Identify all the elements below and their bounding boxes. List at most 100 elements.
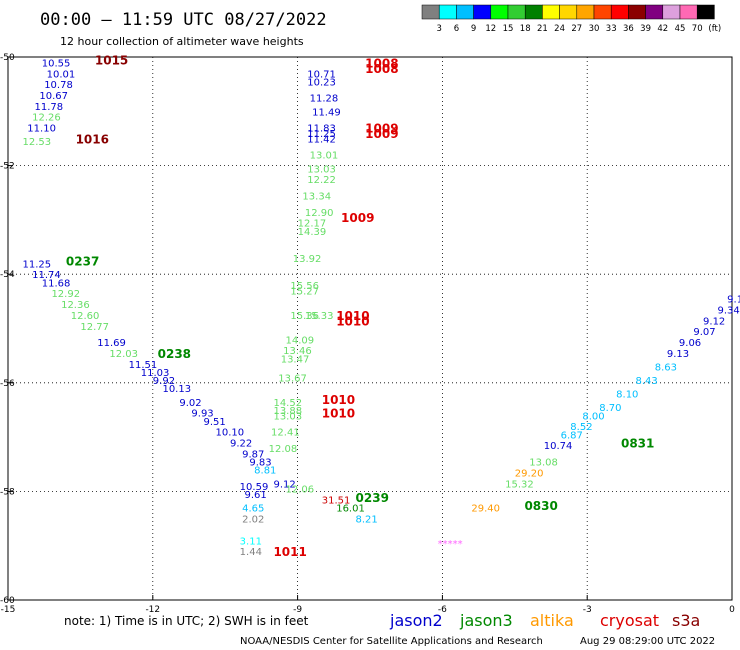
wave-height-label: 9.93 <box>191 409 213 420</box>
wave-height-label: 11.49 <box>312 107 341 118</box>
credit-source: NOAA/NESDIS Center for Satellite Applica… <box>240 636 543 647</box>
pass-time-label: 1010 <box>322 393 355 407</box>
wave-height-label: 12.26 <box>32 113 61 124</box>
color-scale-label: 45 <box>675 24 686 34</box>
wave-height-label: 9.13 <box>667 349 689 360</box>
wave-height-label: 12.06 <box>286 485 315 496</box>
y-tick-label: -60 <box>0 596 15 606</box>
wave-height-label: 8.52 <box>570 422 592 433</box>
color-scale-label: 70 <box>692 24 703 34</box>
pass-time-label: 1010 <box>322 407 355 421</box>
color-scale-label: 24 <box>554 24 565 34</box>
wave-height-label: 8.70 <box>599 403 621 414</box>
wave-height-label: 14.09 <box>286 335 315 346</box>
color-scale-swatch <box>696 4 715 20</box>
wave-height-label: 11.03 <box>141 368 170 379</box>
color-scale-label: 15 <box>503 24 514 34</box>
credit-timestamp: Aug 29 08:29:00 UTC 2022 <box>580 636 715 647</box>
color-scale-swatch <box>542 4 560 20</box>
wave-height-label: 10.10 <box>216 428 245 439</box>
wave-height-label: 12.53 <box>22 137 51 148</box>
color-scale-label: 6 <box>454 24 459 34</box>
color-scale-swatch <box>679 4 698 20</box>
color-scale-label: 33 <box>606 24 617 34</box>
wave-height-label: 9.61 <box>245 490 267 501</box>
pass-time-label: 0237 <box>66 255 99 269</box>
chart-subtitle: 12 hour collection of altimeter wave hei… <box>60 35 304 48</box>
wave-height-label: 13.92 <box>293 254 322 265</box>
plot-border <box>7 56 733 601</box>
color-scale-label: 18 <box>520 24 531 34</box>
wave-height-label: 11.25 <box>307 129 336 140</box>
y-tick-label: -54 <box>0 270 15 280</box>
color-scale-label: 36 <box>623 24 634 34</box>
wave-height-label: ***** <box>438 539 463 550</box>
wave-height-label: 9.11 <box>727 295 740 306</box>
wave-height-label: 16.01 <box>336 504 365 515</box>
pass-time-label: 1009 <box>341 211 374 225</box>
wave-height-label: 1.44 <box>240 547 262 558</box>
color-scale-swatch <box>421 4 440 20</box>
wave-height-label: 9.06 <box>679 338 701 349</box>
wave-height-label: 3.11 <box>240 536 262 547</box>
x-tick-label: -6 <box>438 605 447 615</box>
satellite-legend-entry: cryosat <box>600 611 659 630</box>
x-tick-label: -9 <box>293 605 302 615</box>
wave-height-label: 11.68 <box>42 278 71 289</box>
color-scale-label: 27 <box>571 24 582 34</box>
x-tick-label: -15 <box>1 605 16 615</box>
wave-height-label: 12.36 <box>61 300 90 311</box>
color-scale-swatch <box>593 4 612 20</box>
wave-height-label: 13.46 <box>283 346 312 357</box>
wave-height-label: 8.63 <box>655 363 677 374</box>
wave-height-label: 13.47 <box>281 354 310 365</box>
wave-height-label: 11.25 <box>22 259 51 270</box>
wave-height-label: 13.01 <box>310 151 339 162</box>
wave-height-label: 4.65 <box>242 504 264 515</box>
wave-height-label: 11.42 <box>307 134 336 145</box>
wave-height-label: 6.87 <box>561 430 583 441</box>
pass-time-label: 1010 <box>336 314 369 328</box>
x-tick-label: -12 <box>145 605 160 615</box>
wave-height-label: 9.12 <box>703 316 725 327</box>
wave-height-label: 10.55 <box>42 58 71 69</box>
wave-height-label: 11.78 <box>35 102 64 113</box>
wave-height-label: 15.36 <box>290 311 319 322</box>
color-scale-unit: (ft) <box>708 24 721 34</box>
color-scale-swatch <box>645 4 664 20</box>
wave-height-label: 29.40 <box>471 504 500 515</box>
wave-height-label: 11.51 <box>129 360 158 371</box>
y-tick-label: -56 <box>0 379 15 389</box>
color-scale-label: 21 <box>537 24 548 34</box>
wave-height-label: 11.28 <box>310 94 339 105</box>
pass-time-label: 0238 <box>158 347 191 361</box>
wave-height-label: 9.87 <box>242 449 264 460</box>
satellite-legend-entry: s3a <box>672 611 700 630</box>
wave-height-label: 15.27 <box>290 286 319 297</box>
pass-time-label: 1008 <box>365 62 398 76</box>
wave-height-label: 13.03 <box>307 164 336 175</box>
wave-height-label: 11.69 <box>97 338 126 349</box>
wave-height-label: 12.17 <box>298 219 327 230</box>
plot-area <box>7 56 733 601</box>
wave-height-label: 15.32 <box>505 479 534 490</box>
color-scale-label: 42 <box>657 24 668 34</box>
color-scale-swatch <box>559 4 578 20</box>
color-scale: 3 6 9 12 15 18 21 24 27 30 33 36 39 42 45 70 (ft) <box>421 4 721 34</box>
pass-time-label: 1009 <box>365 127 398 141</box>
wave-height-label: 12.03 <box>109 349 138 360</box>
pass-time-label: 1015 <box>95 54 128 68</box>
wave-height-label: 10.71 <box>307 69 336 80</box>
grid <box>8 57 732 600</box>
satellite-legend-entry: altika <box>530 611 574 630</box>
wave-height-label: 10.13 <box>162 384 191 395</box>
wave-height-label: 9.07 <box>693 327 715 338</box>
wave-height-label: 13.08 <box>529 458 558 469</box>
satellite-legend: jason2 jason3 altika cryosat s3a <box>389 611 700 630</box>
color-scale-label: 12 <box>485 24 496 34</box>
color-scale-swatch <box>576 4 595 20</box>
wave-height-label: 13.34 <box>302 191 331 202</box>
wave-height-label: 12.08 <box>269 444 298 455</box>
